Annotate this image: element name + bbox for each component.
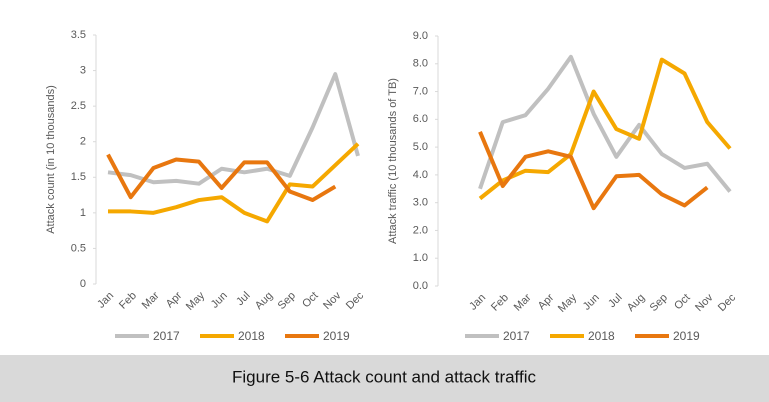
x-tick-label: Jul — [234, 290, 252, 308]
x-tick-label: Feb — [117, 290, 139, 312]
x-tick-label: Sep — [648, 292, 670, 314]
y-tick-label: 4.0 — [413, 169, 428, 181]
x-tick-label: Dec — [344, 289, 367, 312]
x-tick-label: Nov — [693, 291, 716, 314]
y-tick-label: 9.0 — [413, 30, 428, 42]
x-tick-label: Nov — [321, 289, 344, 312]
y-tick-label: 1.5 — [71, 171, 86, 183]
legend-label: 2017 — [153, 329, 180, 343]
x-tick-label: Aug — [253, 290, 275, 312]
y-axis-title: Attack count (in 10 thousands) — [45, 85, 57, 234]
series-line — [108, 142, 360, 224]
x-tick-label: Jul — [606, 292, 624, 310]
x-tick-label: Jun — [209, 290, 230, 311]
y-tick-label: 2.0 — [413, 224, 428, 236]
y-tick-label: 0.5 — [71, 242, 86, 254]
x-tick-label: Dec — [716, 291, 739, 314]
caption-bar — [0, 355, 769, 402]
y-axis-title: Attack traffic (10 thousands of TB) — [387, 78, 399, 244]
y-tick-label: 3.5 — [71, 29, 86, 41]
y-tick-label: 0.0 — [413, 280, 428, 292]
y-tick-label: 1.0 — [413, 252, 428, 264]
x-tick-label: Apr — [164, 289, 185, 310]
y-tick-label: 2.5 — [71, 100, 86, 112]
legend-label: 2019 — [323, 329, 350, 343]
series-line — [107, 72, 360, 186]
y-tick-label: 2 — [80, 136, 86, 148]
series-line — [478, 131, 709, 211]
x-tick-label: Jun — [581, 292, 602, 313]
x-tick-label: May — [184, 289, 208, 313]
x-tick-label: Apr — [536, 291, 557, 312]
y-tick-label: 8.0 — [413, 58, 428, 70]
legend-label: 2017 — [503, 329, 530, 343]
x-tick-label: Feb — [489, 292, 511, 314]
legend-label: 2019 — [673, 329, 700, 343]
x-tick-label: Mar — [140, 289, 162, 311]
y-tick-label: 6.0 — [413, 113, 428, 125]
x-tick-label: Oct — [672, 292, 693, 313]
y-tick-label: 1 — [80, 207, 86, 219]
x-tick-label: Oct — [300, 290, 321, 311]
series-line — [478, 54, 732, 193]
y-tick-label: 3.0 — [413, 197, 428, 209]
series-line — [106, 153, 337, 203]
x-tick-label: Mar — [512, 291, 534, 313]
x-tick-label: Sep — [276, 290, 298, 312]
x-tick-label: May — [556, 291, 580, 315]
x-tick-label: Jan — [467, 292, 488, 313]
x-tick-label: Aug — [625, 292, 647, 314]
y-tick-label: 0 — [80, 278, 86, 290]
series-line — [478, 57, 732, 201]
caption: Figure 5-6 Attack count and attack traff… — [232, 367, 536, 386]
legend-label: 2018 — [588, 329, 615, 343]
x-tick-label: Jan — [95, 290, 116, 311]
y-tick-label: 7.0 — [413, 85, 428, 97]
y-tick-label: 5.0 — [413, 141, 428, 153]
y-tick-label: 3 — [80, 64, 86, 76]
legend-label: 2018 — [238, 329, 265, 343]
